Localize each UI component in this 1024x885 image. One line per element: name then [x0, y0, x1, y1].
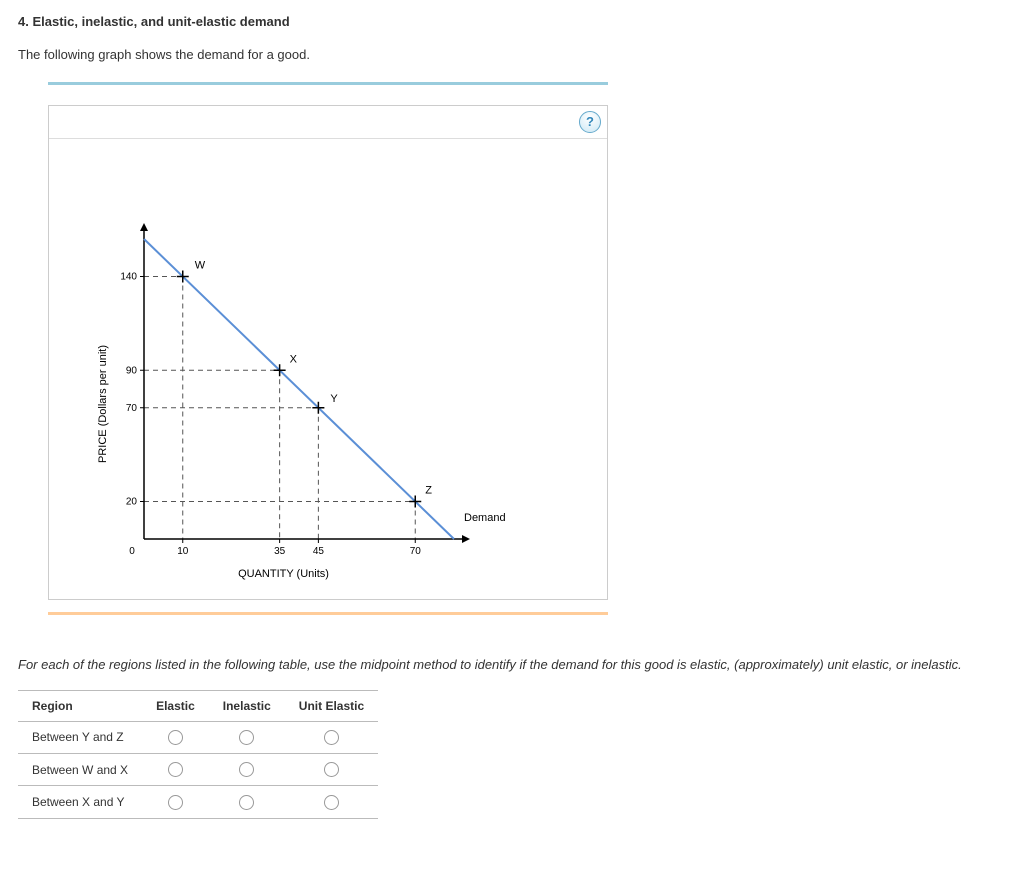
- radio-cell: [285, 721, 378, 753]
- table-row: Between W and X: [18, 754, 378, 786]
- radio-cell: [142, 786, 209, 818]
- radio-option[interactable]: [239, 762, 254, 777]
- svg-text:Demand: Demand: [464, 512, 506, 524]
- help-button[interactable]: ?: [579, 111, 601, 133]
- col-elastic: Elastic: [142, 690, 209, 721]
- table-row: Between X and Y: [18, 786, 378, 818]
- chart-body: 20 70 90 140 10 35 45 70 0 QUANTITY (Units) PRICE …: [49, 139, 607, 599]
- radio-option[interactable]: [168, 795, 183, 810]
- svg-text:45: 45: [313, 546, 325, 557]
- svg-text:20: 20: [126, 497, 138, 508]
- svg-text:0: 0: [129, 546, 135, 557]
- svg-text:Y: Y: [330, 393, 338, 405]
- radio-option[interactable]: [324, 730, 339, 745]
- svg-text:W: W: [195, 260, 206, 272]
- svg-text:140: 140: [120, 272, 137, 283]
- radio-option[interactable]: [239, 795, 254, 810]
- radio-cell: [209, 754, 285, 786]
- region-label: Between W and X: [18, 754, 142, 786]
- radio-cell: [285, 754, 378, 786]
- svg-text:10: 10: [177, 546, 189, 557]
- svg-text:70: 70: [410, 546, 422, 557]
- radio-option[interactable]: [168, 730, 183, 745]
- table-row: Between Y and Z: [18, 721, 378, 753]
- radio-option[interactable]: [324, 795, 339, 810]
- radio-cell: [209, 786, 285, 818]
- separator-top: [48, 82, 608, 85]
- svg-text:PRICE (Dollars per unit): PRICE (Dollars per unit): [97, 345, 109, 463]
- radio-option[interactable]: [239, 730, 254, 745]
- radio-option[interactable]: [168, 762, 183, 777]
- radio-cell: [285, 786, 378, 818]
- radio-cell: [142, 754, 209, 786]
- radio-cell: [142, 721, 209, 753]
- radio-cell: [209, 721, 285, 753]
- chart-toolbar: ?: [49, 106, 607, 139]
- svg-text:Z: Z: [425, 485, 432, 497]
- question-intro: The following graph shows the demand for…: [18, 47, 1006, 62]
- table-header-row: Region Elastic Inelastic Unit Elastic: [18, 690, 378, 721]
- question-title: 4. Elastic, inelastic, and unit-elastic …: [18, 14, 1006, 29]
- region-label: Between Y and Z: [18, 721, 142, 753]
- radio-option[interactable]: [324, 762, 339, 777]
- col-unit-elastic: Unit Elastic: [285, 690, 378, 721]
- chart-panel: ? 20 70 90 140 10 35 45 70 0 QUANTITY (Units) PRIC…: [48, 105, 608, 600]
- answer-table: Region Elastic Inelastic Unit Elastic Be…: [18, 690, 378, 819]
- svg-text:70: 70: [126, 403, 138, 414]
- svg-text:90: 90: [126, 365, 138, 376]
- svg-text:35: 35: [274, 546, 286, 557]
- col-region: Region: [18, 690, 142, 721]
- demand-chart: 20 70 90 140 10 35 45 70 0 QUANTITY (Units) PRICE …: [49, 139, 609, 599]
- region-label: Between X and Y: [18, 786, 142, 818]
- svg-text:X: X: [290, 353, 298, 365]
- svg-text:QUANTITY (Units): QUANTITY (Units): [238, 568, 329, 580]
- separator-bottom: [48, 612, 608, 615]
- col-inelastic: Inelastic: [209, 690, 285, 721]
- instructions-text: For each of the regions listed in the fo…: [18, 655, 998, 676]
